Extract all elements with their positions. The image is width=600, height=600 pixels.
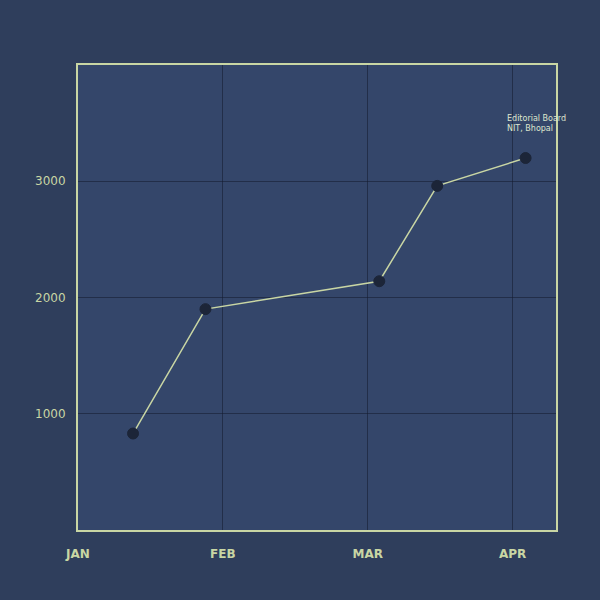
svg-text:JAN: JAN [65, 547, 90, 561]
svg-text:MAR: MAR [352, 547, 382, 561]
svg-text:APR: APR [499, 547, 526, 561]
svg-text:2000: 2000 [35, 291, 66, 305]
svg-text:1000: 1000 [35, 407, 66, 421]
svg-text:FEB: FEB [210, 547, 236, 561]
svg-text:Editorial BoardNIT, Bhopal: Editorial BoardNIT, Bhopal [507, 114, 566, 133]
svg-text:3000: 3000 [35, 174, 66, 188]
